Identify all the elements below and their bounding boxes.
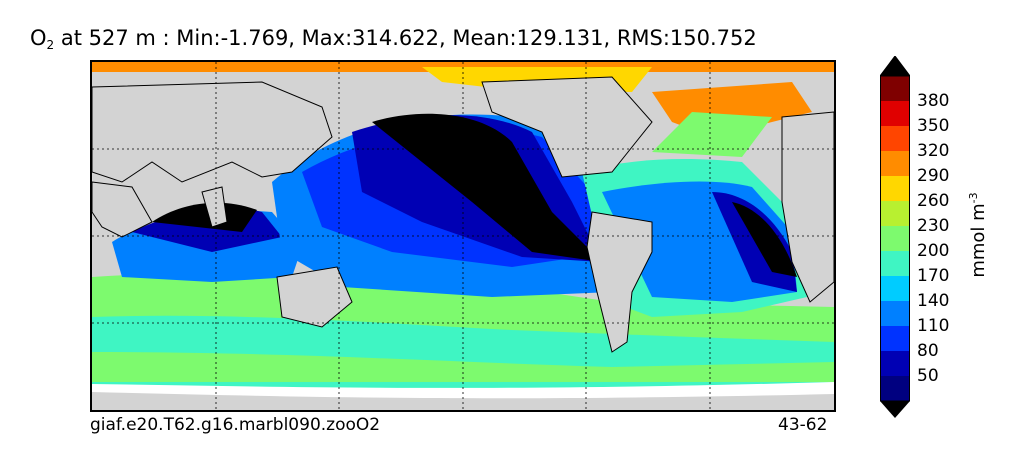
north-america	[481, 76, 653, 178]
colorbar-segment-200	[880, 226, 910, 251]
colorbar-segment-170	[880, 251, 910, 276]
india	[201, 186, 228, 228]
colorbar-segment-350	[880, 101, 910, 126]
title-subscript: 2	[46, 38, 55, 52]
map-svg	[92, 62, 834, 410]
graticule	[92, 62, 834, 410]
unit-exponent: -3	[967, 192, 980, 204]
colorbar-under-triangle	[880, 401, 910, 418]
colorbar-segment-380	[880, 76, 910, 101]
colorbar-segment-110	[880, 301, 910, 326]
colorbar-segment-140	[880, 276, 910, 301]
colorbar-tick-label: 350	[917, 116, 950, 136]
colorbar-tick-label: 140	[917, 291, 950, 311]
colorbar-segment-320	[880, 126, 910, 151]
australia	[276, 266, 353, 328]
eurasia	[92, 81, 333, 183]
south-america	[586, 211, 653, 353]
colorbar-tick-label: 170	[917, 266, 950, 286]
colorbar-unit: mmol m-3	[967, 192, 989, 277]
africa-east	[92, 181, 153, 238]
year-range: 43-62	[778, 415, 828, 435]
colorbar-segment-50	[880, 351, 910, 376]
africa-europe	[781, 111, 834, 303]
colorbar-frame	[880, 75, 910, 402]
atlantic-omz	[732, 202, 797, 277]
colorbar-tick-label: 290	[917, 166, 950, 186]
colorbar-segment-290	[880, 151, 910, 176]
colorbar	[880, 56, 910, 418]
map-title: O2 at 527 m : Min:-1.769, Max:314.622, M…	[30, 26, 757, 52]
title-variable: O	[30, 26, 47, 50]
pacific-omz	[372, 113, 602, 262]
colorbar-tick-label: 200	[917, 241, 950, 261]
colorbar-tick-label: 50	[917, 366, 939, 386]
antarctica-land	[92, 392, 834, 410]
case-name: giaf.e20.T62.g16.marbl090.zooO2	[90, 415, 381, 435]
colorbar-tick-label: 380	[917, 91, 950, 111]
colorbar-tick-label: 320	[917, 141, 950, 161]
title-stats: at 527 m : Min:-1.769, Max:314.622, Mean…	[54, 26, 757, 50]
indian-omz	[152, 202, 257, 232]
colorbar-tick-label: 80	[917, 341, 939, 361]
ocean-map	[90, 60, 836, 412]
colorbar-over-triangle	[880, 56, 910, 77]
colorbar-segment-80	[880, 326, 910, 351]
colorbar-segment-under	[880, 376, 910, 401]
north-atlantic-green	[652, 112, 772, 157]
colorbar-tick-label: 110	[917, 316, 950, 336]
colorbar-tick-label: 260	[917, 191, 950, 211]
colorbar-segment-260	[880, 176, 910, 201]
unit-text: mmol m	[968, 203, 989, 278]
colorbar-segment-230	[880, 201, 910, 226]
colorbar-tick-label: 230	[917, 216, 950, 236]
